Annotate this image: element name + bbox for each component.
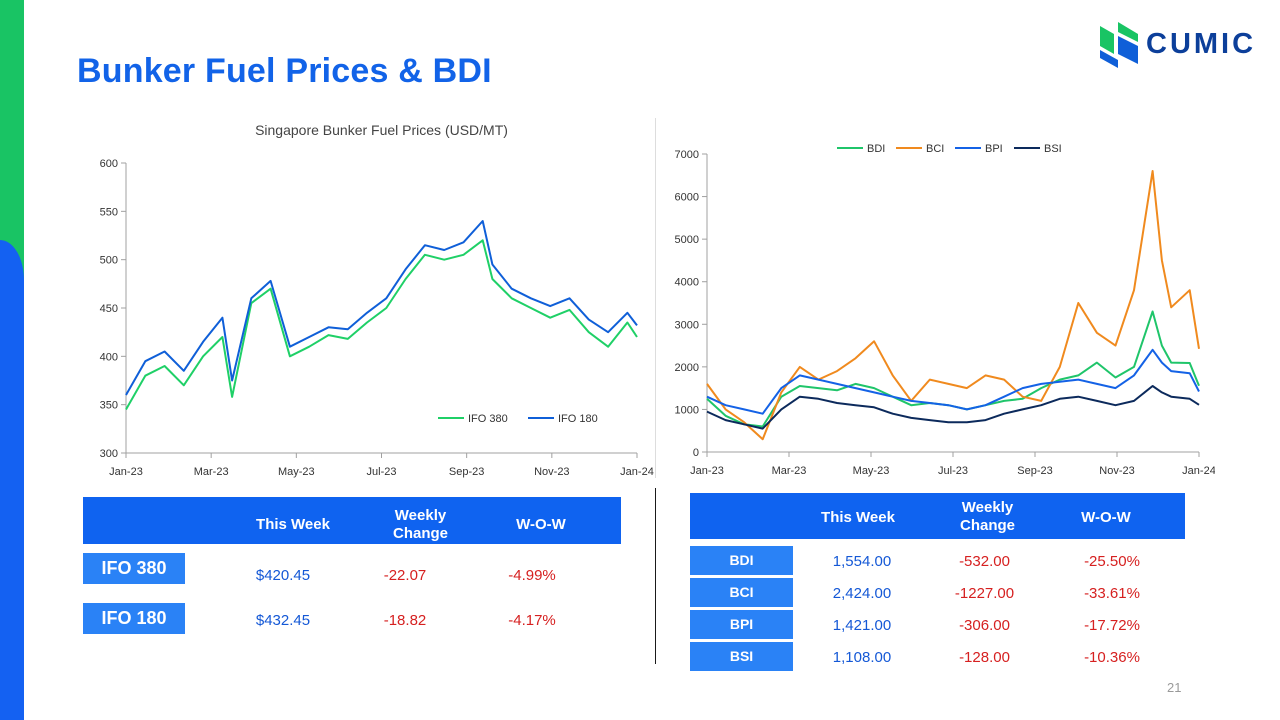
index-wow-value: -25.50% bbox=[1084, 553, 1140, 570]
legend-label: BPI bbox=[985, 143, 1003, 155]
index-header-this-week: This Week bbox=[821, 509, 895, 526]
cumic-logo-mark bbox=[1100, 22, 1138, 68]
y-tick-label: 6000 bbox=[675, 192, 699, 204]
legend-label: BDI bbox=[867, 143, 885, 155]
index-this-week-value: 1,108.00 bbox=[832, 649, 892, 666]
fuel-table-header: This Week Weekly Change W-O-W bbox=[83, 497, 621, 544]
fuel-this-week-value: $420.45 bbox=[255, 567, 311, 584]
side-accent-bar bbox=[0, 0, 24, 720]
y-tick-label: 500 bbox=[100, 255, 118, 267]
x-tick-label: Jan-23 bbox=[109, 466, 143, 478]
y-tick-label: 0 bbox=[693, 447, 699, 459]
y-tick-label: 400 bbox=[100, 351, 118, 363]
index-wow-value: -10.36% bbox=[1084, 649, 1140, 666]
y-tick-label: 350 bbox=[100, 400, 118, 412]
series-line-bsi bbox=[706, 385, 1200, 430]
y-tick-label: 600 bbox=[100, 158, 118, 170]
fuel-row-label: IFO 380 bbox=[83, 553, 185, 584]
fuel-wow-value: -4.17% bbox=[508, 612, 556, 629]
side-accent-blue bbox=[0, 240, 24, 720]
y-tick-label: 5000 bbox=[675, 234, 699, 246]
y-tick-label: 2000 bbox=[675, 362, 699, 374]
legend-label: IFO 180 bbox=[558, 413, 598, 425]
index-weekly-change-value: -128.00 bbox=[959, 649, 1010, 666]
x-tick-label: Jan-24 bbox=[1182, 465, 1215, 477]
index-header-weekly-change: Weekly Change bbox=[959, 499, 1015, 534]
y-tick-label: 300 bbox=[100, 448, 118, 460]
x-tick-label: Jul-23 bbox=[938, 465, 968, 477]
index-this-week-value: 2,424.00 bbox=[832, 585, 892, 602]
fuel-header-this-week: This Week bbox=[256, 516, 330, 533]
x-tick-label: Jul-23 bbox=[367, 466, 397, 478]
index-wow-value: -17.72% bbox=[1084, 617, 1140, 634]
index-weekly-change-value: -306.00 bbox=[959, 617, 1010, 634]
fuel-wow-value: -4.99% bbox=[508, 567, 556, 584]
x-tick-label: Jan-23 bbox=[690, 465, 724, 477]
table-divider bbox=[655, 488, 656, 664]
fuel-weekly-change-value: -22.07 bbox=[383, 567, 427, 584]
page-number: 21 bbox=[1167, 680, 1182, 695]
fuel-this-week-value: $432.45 bbox=[255, 612, 311, 629]
x-tick-label: Jan-24 bbox=[620, 466, 654, 478]
y-tick-label: 4000 bbox=[675, 277, 699, 289]
x-tick-label: Sep-23 bbox=[1017, 465, 1052, 477]
y-tick-label: 3000 bbox=[675, 319, 699, 331]
index-row-label: BPI bbox=[690, 610, 793, 639]
y-tick-label: 550 bbox=[100, 206, 118, 218]
y-tick-label: 7000 bbox=[675, 149, 699, 161]
series-line-ifo-380 bbox=[125, 239, 638, 410]
index-weekly-change-value: -532.00 bbox=[959, 553, 1010, 570]
fuel-weekly-change-value: -18.82 bbox=[383, 612, 427, 629]
fuel-header-weekly-change: Weekly Change bbox=[392, 507, 448, 542]
series-line-ifo-180 bbox=[125, 220, 638, 396]
x-tick-label: May-23 bbox=[853, 465, 890, 477]
series-line-bpi bbox=[706, 348, 1200, 415]
x-tick-label: Mar-23 bbox=[194, 466, 229, 478]
fuel-header-wow: W-O-W bbox=[516, 516, 566, 533]
index-table-header: This Week Weekly Change W-O-W bbox=[690, 493, 1185, 539]
y-tick-label: 1000 bbox=[675, 404, 699, 416]
chart-divider bbox=[655, 118, 656, 478]
legend-label: BSI bbox=[1044, 143, 1062, 155]
y-tick-label: 450 bbox=[100, 303, 118, 315]
series-line-bci bbox=[706, 170, 1200, 441]
chart-title: Singapore Bunker Fuel Prices (USD/MT) bbox=[255, 122, 508, 138]
index-weekly-change-value: -1227.00 bbox=[954, 585, 1015, 602]
index-row-label: BCI bbox=[690, 578, 793, 607]
index-this-week-value: 1,554.00 bbox=[832, 553, 892, 570]
legend-label: BCI bbox=[926, 143, 944, 155]
index-row-label: BDI bbox=[690, 546, 793, 575]
legend-label: IFO 380 bbox=[468, 413, 508, 425]
cumic-logo-text: CUMIC bbox=[1146, 28, 1257, 60]
slide-title: Bunker Fuel Prices & BDI bbox=[77, 52, 492, 90]
x-tick-label: Mar-23 bbox=[772, 465, 807, 477]
x-tick-label: Sep-23 bbox=[449, 466, 484, 478]
index-header-wow: W-O-W bbox=[1081, 509, 1131, 526]
index-wow-value: -33.61% bbox=[1084, 585, 1140, 602]
index-row-label: BSI bbox=[690, 642, 793, 671]
cumic-logo: CUMIC bbox=[1098, 20, 1258, 70]
x-tick-label: Nov-23 bbox=[534, 466, 569, 478]
x-tick-label: Nov-23 bbox=[1099, 465, 1134, 477]
x-tick-label: May-23 bbox=[278, 466, 315, 478]
baltic-index-chart: 0 1000 2000 3000 4000 5000 6000 7000 Jan-23 Mar-2… bbox=[675, 143, 1215, 477]
fuel-row-label: IFO 180 bbox=[83, 603, 185, 634]
bunker-fuel-price-chart: Singapore Bunker Fuel Prices (USD/MT) 300… bbox=[100, 122, 654, 478]
index-this-week-value: 1,421.00 bbox=[832, 617, 892, 634]
